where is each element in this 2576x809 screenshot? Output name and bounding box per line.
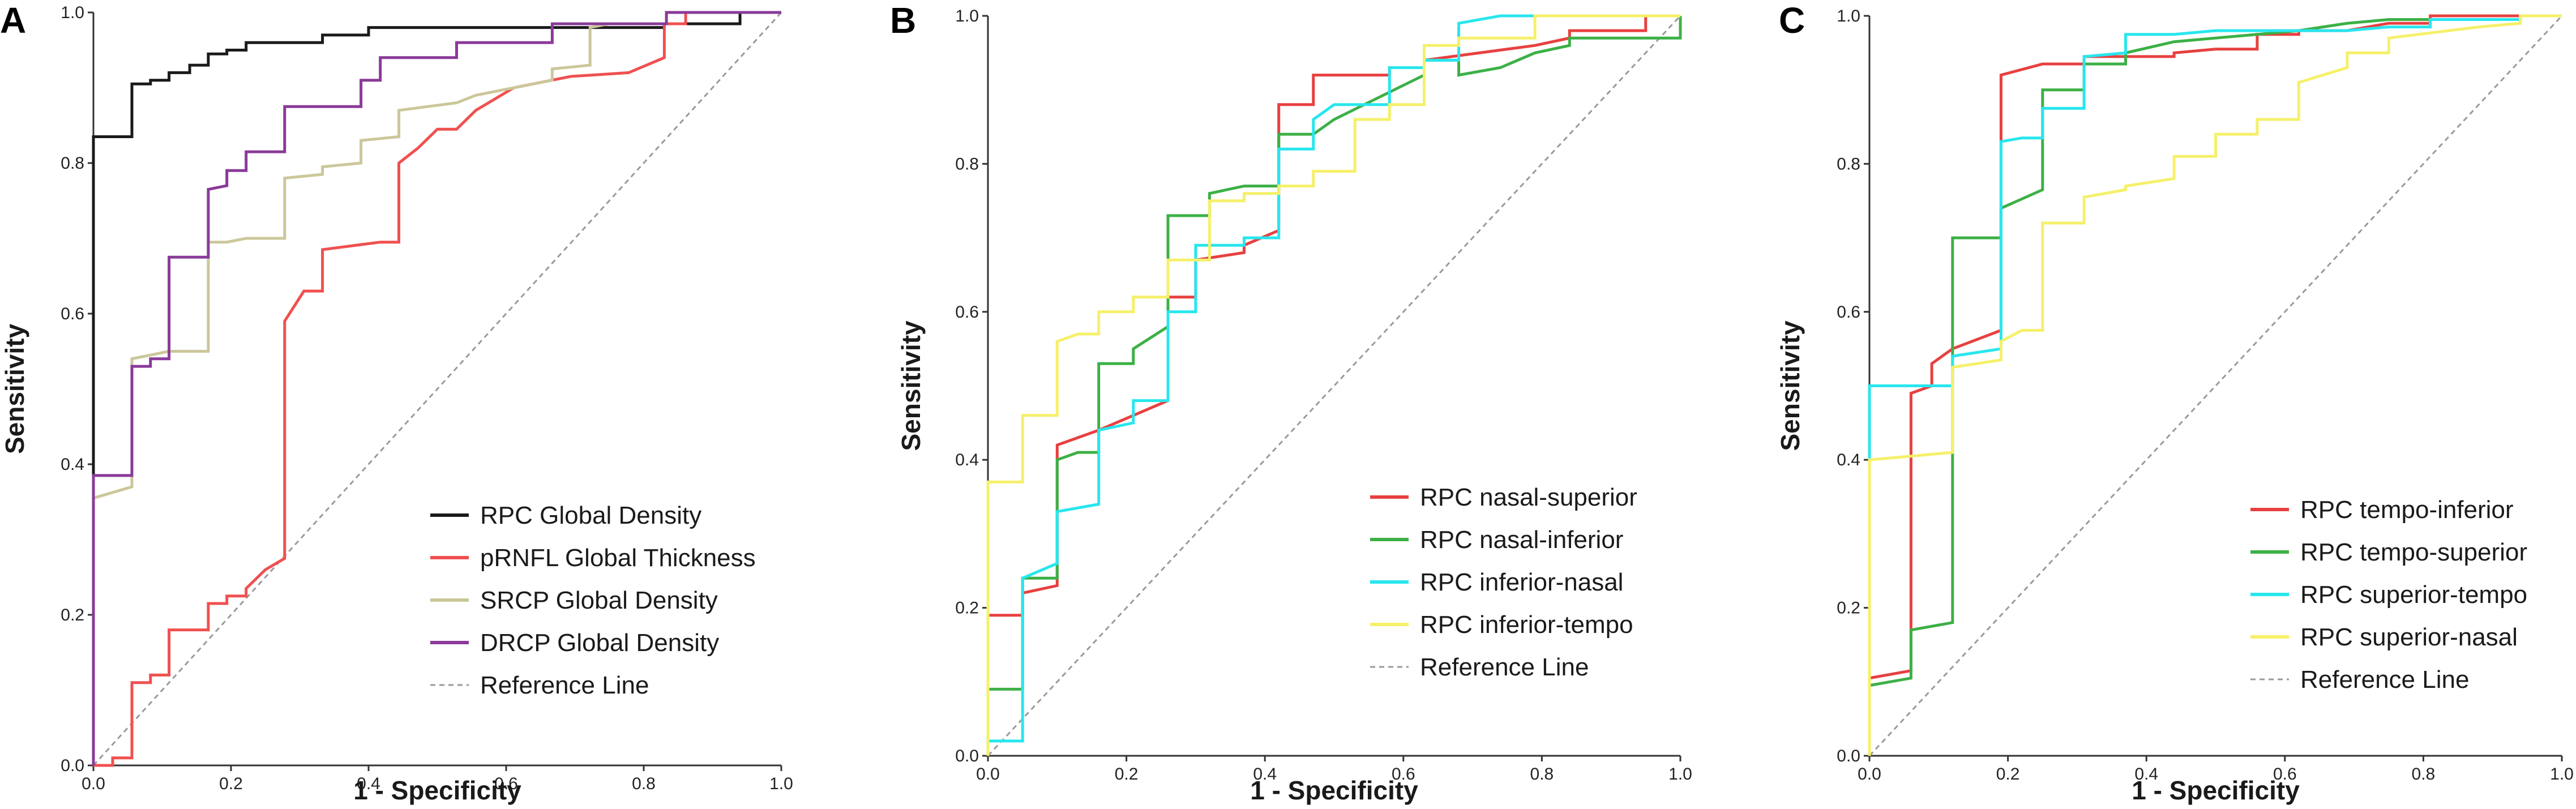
y-tick-label: 0.0	[955, 747, 979, 765]
series-line-srcp-global-density	[92, 11, 781, 765]
series-line-rpc-superior-tempo	[1868, 14, 2562, 756]
x-axis-title: 1 - Specificity	[2132, 776, 2300, 805]
series-line-rpc-inferior-tempo	[986, 14, 1680, 756]
legend-label: SRCP Global Density	[480, 587, 718, 614]
x-tick-label: 0.4	[1253, 765, 1277, 784]
y-axis-title: Sensitivity	[1775, 320, 1805, 451]
y-tick-label: 0.0	[61, 756, 84, 775]
y-tick-label: 0.2	[61, 606, 84, 624]
y-tick-label: 0.6	[1837, 303, 1860, 322]
y-tick-label: 0.8	[1837, 155, 1860, 173]
y-tick-label: 0.8	[61, 154, 84, 173]
x-tick-label: 0.6	[1392, 765, 1415, 784]
legend: RPC tempo-inferior RPC tempo-superior RPC …	[2250, 496, 2527, 694]
series-line-reference-line	[1868, 15, 2563, 757]
legend-label: RPC inferior-nasal	[1420, 568, 1623, 596]
y-tick-label: 0.2	[955, 599, 979, 618]
x-tick-label: 0.8	[1530, 765, 1554, 784]
legend-label: DRCP Global Density	[480, 629, 719, 657]
y-tick-label: 0.2	[1837, 599, 1860, 618]
legend-label: Reference Line	[480, 671, 649, 699]
legend-label: RPC Global Density	[480, 502, 701, 529]
panel-letter: B	[890, 0, 916, 41]
x-tick-label: 0.6	[494, 774, 518, 793]
x-tick-label: 0.4	[357, 774, 380, 793]
x-tick-label: 1.0	[2550, 765, 2574, 784]
x-axis-title: 1 - Specificity	[353, 776, 521, 805]
x-axis-title: 1 - Specificity	[1250, 776, 1418, 805]
legend: RPC Global Density pRNFL Global Thickness…	[430, 502, 756, 699]
legend-label: pRNFL Global Thickness	[480, 544, 756, 572]
y-tick-label: 0.4	[61, 455, 84, 474]
x-tick-label: 0.2	[1115, 765, 1139, 784]
legend-label: RPC superior-tempo	[2300, 581, 2527, 609]
panel-letter: A	[0, 0, 26, 41]
x-tick-label: 0.0	[976, 765, 1000, 784]
series-line-reference-line	[92, 11, 782, 767]
x-tick-label: 0.0	[1858, 765, 1881, 784]
y-tick-label: 0.8	[955, 155, 979, 173]
y-tick-label: 0.4	[955, 451, 979, 469]
x-tick-label: 0.8	[632, 774, 656, 793]
legend-label: RPC tempo-superior	[2300, 538, 2527, 566]
series-line-prnfl-global-thickness	[93, 11, 781, 767]
y-tick-label: 0.4	[1837, 451, 1860, 469]
x-tick-label: 1.0	[1668, 765, 1692, 784]
x-tick-label: 0.2	[219, 774, 243, 793]
x-tick-label: 1.0	[769, 774, 793, 793]
legend-label: Reference Line	[1420, 653, 1589, 681]
x-tick-label: 0.6	[2273, 765, 2297, 784]
series-line-drcp-global-density	[92, 11, 781, 765]
y-axis-title: Sensitivity	[896, 320, 926, 451]
y-axis-title: Sensitivity	[0, 324, 29, 455]
panel-b-chart: B 0.0 0.2 0.4 0.6 0.8 1.0 0.0 0.2 0.4 0.6 0.8 1.0 1 -…	[890, 0, 1692, 805]
x-tick-label: 0.4	[2134, 765, 2158, 784]
panel-a-chart: A 0.0 0.2 0.4 0.6 0.8 1.0 0.0 0.2 0.4 0.6 0.8 1.0 1 -…	[0, 0, 793, 805]
series-line-reference-line	[987, 15, 1681, 757]
y-tick-label: 1.0	[61, 3, 84, 22]
series-line-rpc-superior-nasal	[1868, 14, 2562, 756]
legend-label: RPC nasal-superior	[1420, 483, 1637, 511]
legend-label: RPC inferior-tempo	[1420, 611, 1633, 639]
legend-label: Reference Line	[2300, 666, 2469, 694]
x-tick-label: 0.2	[1996, 765, 2020, 784]
legend-label: RPC tempo-inferior	[2300, 496, 2514, 524]
y-tick-label: 1.0	[955, 7, 979, 25]
panel-c-chart: C 0.0 0.2 0.4 0.6 0.8 1.0 0.0 0.2 0.4 0.6 0.8 1.0 1 -…	[1775, 0, 2574, 805]
legend-label: RPC nasal-inferior	[1420, 526, 1623, 554]
panel-letter: C	[1779, 0, 1805, 41]
legend: RPC nasal-superior RPC nasal-inferior RPC …	[1370, 483, 1637, 681]
y-tick-label: 0.0	[1837, 747, 1860, 765]
y-tick-label: 1.0	[1837, 7, 1860, 25]
y-tick-label: 0.6	[955, 303, 979, 322]
x-tick-label: 0.8	[2412, 765, 2436, 784]
legend-label: RPC superior-nasal	[2300, 623, 2518, 651]
x-tick-label: 0.0	[82, 774, 105, 793]
series-line-rpc-nasal-inferior	[986, 16, 1682, 756]
y-tick-label: 0.6	[61, 305, 84, 323]
